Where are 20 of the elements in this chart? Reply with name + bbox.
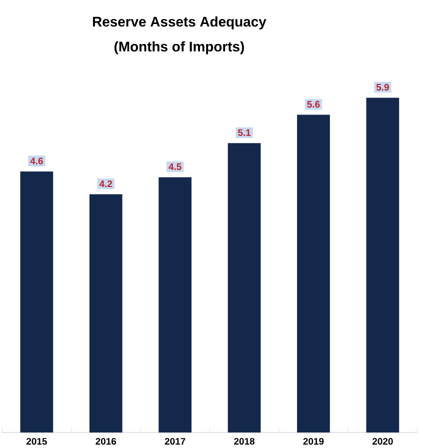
data-label: 5.6 — [307, 100, 320, 108]
x-tick-label: 2017 — [164, 438, 186, 445]
chart-title: Reserve Assets Adequacy — [92, 16, 266, 30]
data-label: 4.5 — [168, 163, 182, 170]
data-label: 5.1 — [238, 129, 251, 136]
bar — [89, 194, 122, 432]
x-tick-label: 2020 — [372, 438, 393, 445]
bar — [228, 143, 261, 432]
data-label: 5.9 — [376, 84, 389, 91]
x-tick-label: 2015 — [26, 438, 47, 445]
x-tick-label: 2016 — [96, 438, 116, 445]
x-tick-label: 2019 — [303, 438, 324, 445]
x-tick-label: 2018 — [234, 438, 254, 445]
chart-subtitle: (Months of Imports) — [114, 41, 244, 54]
bar — [366, 98, 400, 432]
data-label: 4.6 — [30, 158, 43, 164]
bar — [158, 177, 192, 432]
bar — [20, 172, 54, 432]
bar — [296, 114, 330, 432]
data-label: 4.2 — [99, 180, 112, 188]
